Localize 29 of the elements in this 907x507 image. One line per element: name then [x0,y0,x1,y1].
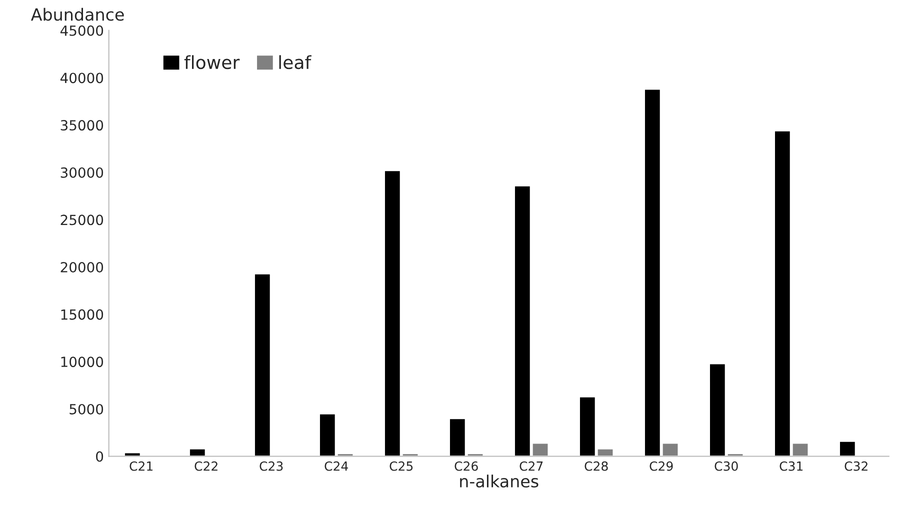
y-tick-label: 25000 [60,214,104,226]
bar [188,448,206,456]
y-tick-label: 40000 [60,72,104,84]
x-tick-label: C21 [130,461,153,471]
x-tick-label: C24 [324,461,348,471]
x-tick-label: C28 [584,461,608,471]
legend-label: flower [184,55,240,70]
y-tick-label: 0 [96,451,104,462]
y-tick-label: 35000 [60,120,104,131]
legend-label: leaf [279,55,312,70]
x-tick-label: C32 [844,461,868,471]
y-tick-label: 5000 [70,404,104,414]
x-tick-label: C31 [780,461,803,471]
x-tick-label: C26 [454,461,478,471]
x-tick-label: C25 [390,461,413,471]
y-tick-label: 10000 [61,356,104,368]
x-tick-label: C27 [520,461,543,471]
x-axis-title: n-alkanes [460,474,538,488]
x-tick-label: C23 [260,461,283,471]
y-tick-label: 20000 [60,262,104,272]
x-tick-label: C30 [714,461,738,471]
bar [254,272,272,456]
bar [838,440,856,456]
y-tick-label: 45000 [60,25,104,36]
y-tick-label: 30000 [60,167,104,178]
y-tick-label: 15000 [61,309,104,320]
y-axis-title: Abundance [30,8,124,21]
x-tick-label: C29 [650,461,673,471]
x-tick-label: C22 [194,461,218,471]
